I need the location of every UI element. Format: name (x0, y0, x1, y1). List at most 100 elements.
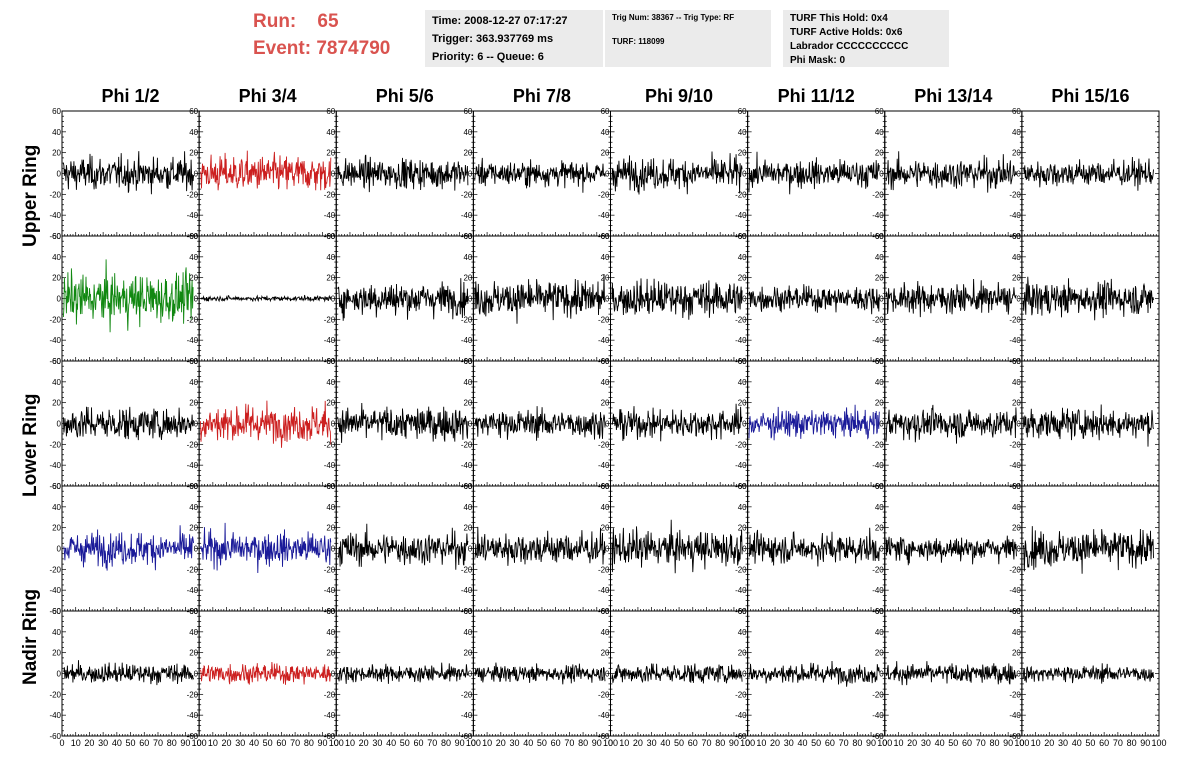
y-tick-label: -40 (187, 211, 199, 220)
y-tick-label: 60 (1012, 357, 1021, 366)
y-tick-label: 60 (189, 607, 198, 616)
y-tick-label: 20 (738, 524, 747, 533)
y-tick-label: 60 (738, 357, 747, 366)
x-tick-label: 0 (882, 738, 887, 748)
y-tick-label: -40 (872, 336, 884, 345)
y-tick-label: -40 (187, 336, 199, 345)
y-tick-label: 20 (1012, 524, 1021, 533)
y-tick-label: -20 (598, 690, 610, 699)
x-tick-label: 70 (290, 738, 300, 748)
column-header: Phi 7/8 (512, 86, 571, 106)
x-tick-label: 90 (729, 738, 739, 748)
y-tick-label: -20 (187, 440, 199, 449)
y-tick-label: 0 (605, 670, 610, 679)
y-tick-label: 40 (52, 128, 61, 137)
trig-num-text: Trig Num: 38367 -- Trig Type: RF (612, 13, 735, 22)
y-tick-label: 60 (52, 107, 61, 116)
y-tick-label: 60 (1012, 107, 1021, 116)
y-tick-label: 20 (601, 149, 610, 158)
y-tick-label: 60 (189, 232, 198, 241)
y-tick-label: -40 (461, 461, 473, 470)
event-label: Event: (253, 38, 312, 59)
y-tick-label: 0 (331, 670, 336, 679)
y-tick-label: -40 (1009, 211, 1021, 220)
x-tick-label: 10 (482, 738, 492, 748)
y-tick-label: 0 (879, 670, 884, 679)
y-tick-label: -20 (324, 565, 336, 574)
y-tick-label: 0 (879, 545, 884, 554)
x-tick-label: 90 (455, 738, 465, 748)
y-tick-label: 20 (1012, 274, 1021, 283)
turf-info-box: TURF This Hold: 0x4 TURF Active Holds: 0… (783, 10, 949, 67)
waveform-trace (62, 406, 195, 441)
y-tick-label: 60 (463, 357, 472, 366)
y-tick-label: 60 (52, 482, 61, 491)
y-tick-label: 0 (468, 170, 473, 179)
y-tick-label: -20 (49, 440, 61, 449)
waveform-trace (474, 406, 606, 441)
y-tick-label: 20 (52, 524, 61, 533)
y-tick-label: -20 (1009, 190, 1021, 199)
column-header: Phi 1/2 (101, 86, 160, 106)
y-tick-label: -20 (598, 190, 610, 199)
x-tick-label: 100 (1151, 738, 1166, 748)
y-tick-label: -40 (187, 711, 199, 720)
x-tick-label: 60 (962, 738, 972, 748)
y-tick-label: -20 (1009, 315, 1021, 324)
y-tick-label: 60 (601, 357, 610, 366)
y-tick-label: 20 (738, 274, 747, 283)
y-tick-label: 20 (52, 399, 61, 408)
y-tick-label: 60 (189, 357, 198, 366)
y-tick-label: 0 (605, 170, 610, 179)
y-tick-label: -20 (872, 440, 884, 449)
y-tick-label: -60 (49, 357, 61, 366)
priority-text: Priority: 6 -- Queue: 6 (432, 51, 544, 63)
y-tick-label: -20 (324, 690, 336, 699)
y-tick-label: 40 (463, 628, 472, 637)
y-tick-label: 40 (738, 128, 747, 137)
y-tick-label: -20 (461, 440, 473, 449)
y-tick-label: 20 (738, 399, 747, 408)
x-tick-label: 90 (1140, 738, 1150, 748)
y-tick-label: 0 (742, 295, 747, 304)
y-tick-label: -40 (324, 461, 336, 470)
time-info-box: Time: 2008-12-27 07:17:27 Trigger: 363.9… (425, 10, 603, 67)
x-tick-label: 80 (441, 738, 451, 748)
x-tick-label: 40 (523, 738, 533, 748)
y-tick-label: 0 (57, 545, 62, 554)
y-tick-label: -20 (461, 315, 473, 324)
y-tick-label: 0 (1016, 670, 1021, 679)
y-tick-label: -60 (872, 732, 884, 741)
y-tick-label: 40 (52, 253, 61, 262)
x-tick-label: 10 (619, 738, 629, 748)
y-tick-label: 20 (189, 524, 198, 533)
x-tick-label: 10 (208, 738, 218, 748)
y-tick-label: 20 (189, 149, 198, 158)
y-tick-label: -60 (598, 732, 610, 741)
y-tick-label: 60 (738, 482, 747, 491)
waveform-trace (611, 403, 743, 442)
y-tick-label: 40 (326, 253, 335, 262)
y-tick-label: -20 (49, 690, 61, 699)
y-tick-label: -40 (598, 586, 610, 595)
y-tick-label: -20 (461, 690, 473, 699)
waveform-trace (1022, 156, 1154, 191)
x-tick-label: 40 (1072, 738, 1082, 748)
y-tick-label: 40 (189, 503, 198, 512)
waveform-trace (1022, 663, 1154, 684)
y-tick-label: 0 (468, 670, 473, 679)
y-tick-label: 40 (326, 378, 335, 387)
y-tick-label: 40 (875, 378, 884, 387)
